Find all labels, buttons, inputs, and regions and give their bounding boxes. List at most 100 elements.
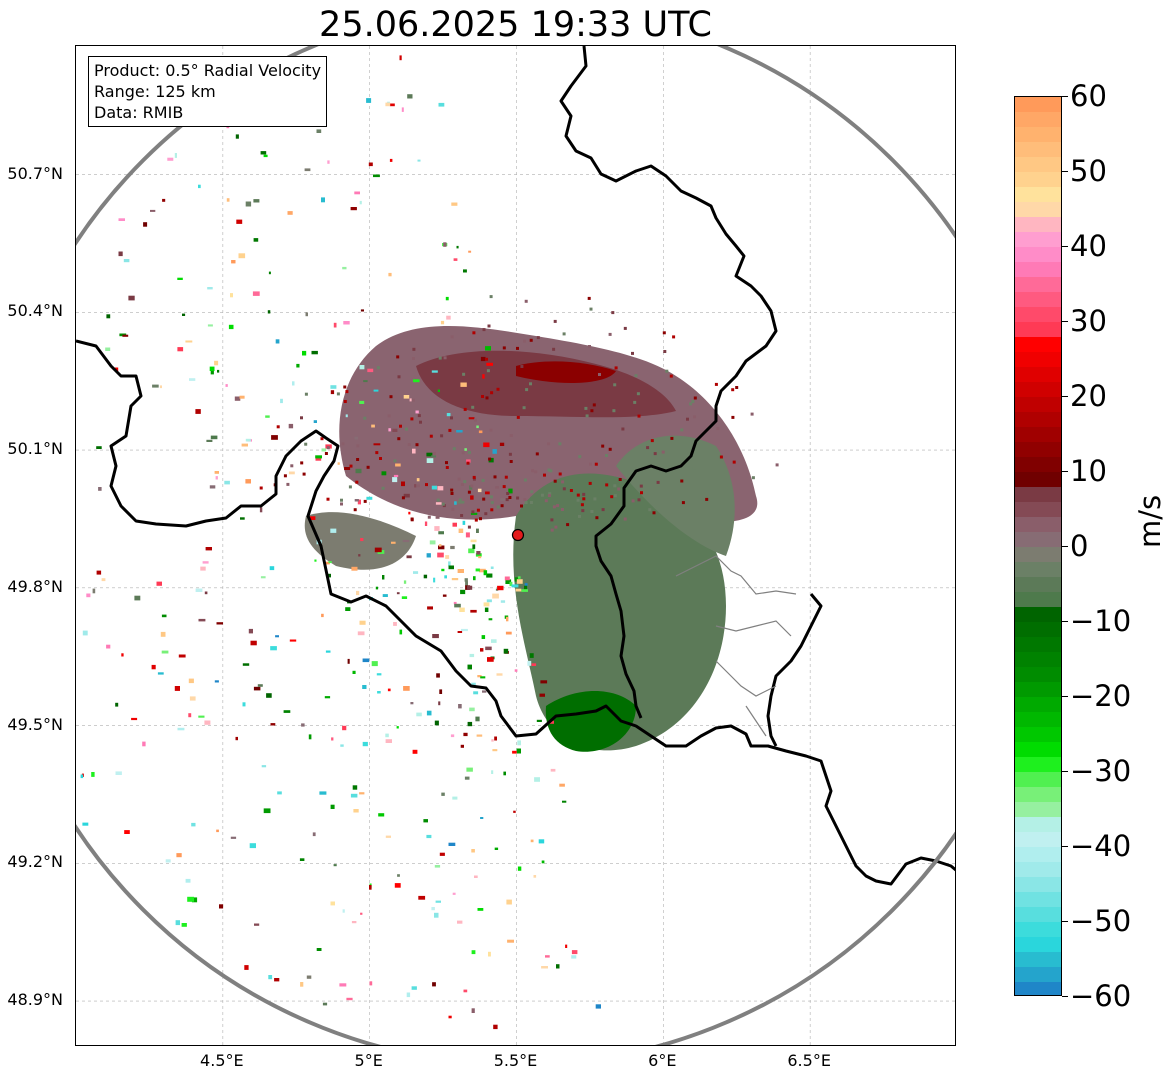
clutter-pixel (438, 102, 445, 107)
clutter-pixel (719, 455, 723, 459)
clutter-pixel (637, 414, 641, 418)
clutter-pixel (396, 726, 399, 729)
clutter-pixel (385, 733, 389, 738)
clutter-pixel (178, 654, 186, 658)
colorbar-segment (1015, 622, 1061, 638)
clutter-pixel (450, 545, 455, 550)
clutter-pixel (648, 508, 652, 512)
clutter-pixel (433, 451, 437, 455)
clutter-pixel (204, 720, 211, 725)
clutter-pixel (460, 589, 466, 595)
clutter-pixel (531, 469, 535, 473)
clutter-pixel (429, 434, 433, 438)
clutter-pixel (403, 493, 410, 498)
clutter-pixel (480, 356, 486, 362)
clutter-pixel (417, 414, 421, 418)
clutter-pixel (590, 409, 594, 413)
clutter-pixel (280, 398, 283, 404)
clutter-pixel (601, 444, 605, 448)
clutter-pixel (305, 312, 308, 317)
colorbar-segment (1015, 727, 1061, 743)
clutter-pixel (101, 578, 106, 582)
clutter-pixel (605, 454, 608, 457)
clutter-pixel (304, 392, 308, 396)
clutter-pixel (410, 417, 414, 421)
clutter-pixel (463, 989, 468, 993)
clutter-pixel (469, 653, 475, 658)
clutter-pixel (134, 595, 141, 601)
clutter-pixel (106, 644, 111, 649)
colorbar-segment (1015, 802, 1061, 818)
clutter-pixel (470, 539, 477, 543)
clutter-pixel (465, 581, 468, 586)
clutter-pixel (524, 501, 528, 505)
clutter-pixel (366, 465, 370, 469)
clutter-pixel (425, 483, 428, 487)
colorbar-tick-mark (1062, 771, 1068, 772)
clutter-pixel (516, 496, 520, 500)
clutter-pixel (392, 477, 398, 483)
border-east (559, 46, 778, 719)
clutter-pixel (277, 791, 282, 795)
clutter-pixel (523, 339, 527, 343)
clutter-pixel (286, 482, 290, 486)
clutter-pixel (235, 736, 238, 741)
clutter-pixel (198, 184, 201, 189)
clutter-pixel (693, 396, 697, 400)
clutter-pixel (431, 455, 437, 458)
clutter-pixel (333, 864, 337, 867)
colorbar-tick-mark (1062, 846, 1068, 847)
colorbar-tick-mark (1062, 396, 1068, 397)
clutter-pixel (552, 347, 556, 351)
clutter-pixel (416, 712, 422, 717)
clutter-pixel (474, 383, 481, 389)
clutter-pixel (530, 490, 534, 494)
clutter-pixel (716, 427, 720, 431)
clutter-pixel (419, 420, 422, 424)
clutter-pixel (185, 878, 191, 883)
clutter-pixel (288, 471, 295, 475)
clutter-pixel (263, 154, 268, 158)
clutter-pixel (611, 311, 615, 315)
clutter-pixel (477, 488, 482, 493)
clutter-pixel (471, 510, 475, 514)
colorbar-segment (1015, 172, 1061, 188)
colorbar-segment (1015, 232, 1061, 248)
clutter-pixel (621, 427, 625, 431)
clutter-pixel (268, 271, 271, 275)
clutter-pixel (471, 682, 476, 686)
colorbar-segment (1015, 742, 1061, 758)
clutter-pixel (471, 849, 475, 853)
clutter-pixel (460, 382, 467, 387)
clutter-pixel (566, 523, 570, 527)
clutter-pixel (321, 448, 327, 452)
clutter-pixel (491, 739, 494, 742)
clutter-pixel (495, 588, 499, 591)
colorbar-segment (1015, 247, 1061, 263)
clutter-pixel (460, 744, 464, 748)
clutter-pixel (443, 242, 447, 247)
latitude-tick-label: 49.2°N (7, 852, 63, 872)
clutter-pixel (459, 607, 465, 612)
clutter-pixel (382, 575, 385, 580)
border-west (76, 339, 955, 886)
clutter-pixel (497, 585, 504, 591)
clutter-pixel (531, 663, 537, 666)
clutter-pixel (118, 251, 123, 257)
clutter-pixel (499, 442, 505, 446)
colorbar-segment (1015, 637, 1061, 653)
clutter-pixel (612, 409, 616, 413)
clutter-pixel (248, 628, 253, 634)
clutter-pixel (623, 326, 627, 330)
clutter-pixel (431, 370, 438, 373)
clutter-pixel (540, 493, 544, 497)
clutter-pixel (350, 207, 357, 211)
clutter-pixel (367, 368, 374, 373)
clutter-pixel (152, 384, 159, 388)
clutter-pixel (226, 198, 230, 202)
clutter-pixel (360, 309, 364, 312)
radar-map[interactable] (75, 45, 956, 1046)
echo-outbound-core (416, 350, 676, 418)
clutter-pixel (245, 438, 251, 442)
clutter-pixel (374, 547, 382, 553)
